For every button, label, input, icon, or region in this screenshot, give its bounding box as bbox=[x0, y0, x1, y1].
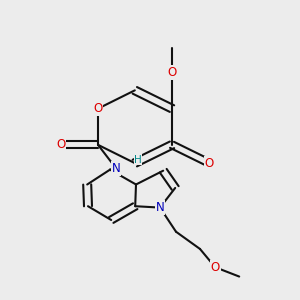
Text: O: O bbox=[93, 102, 103, 115]
Text: N: N bbox=[112, 162, 120, 175]
Text: O: O bbox=[167, 66, 177, 79]
Text: O: O bbox=[211, 261, 220, 274]
Text: N: N bbox=[156, 201, 164, 214]
Text: O: O bbox=[205, 157, 214, 169]
Text: H: H bbox=[134, 155, 142, 165]
Text: O: O bbox=[56, 138, 65, 151]
